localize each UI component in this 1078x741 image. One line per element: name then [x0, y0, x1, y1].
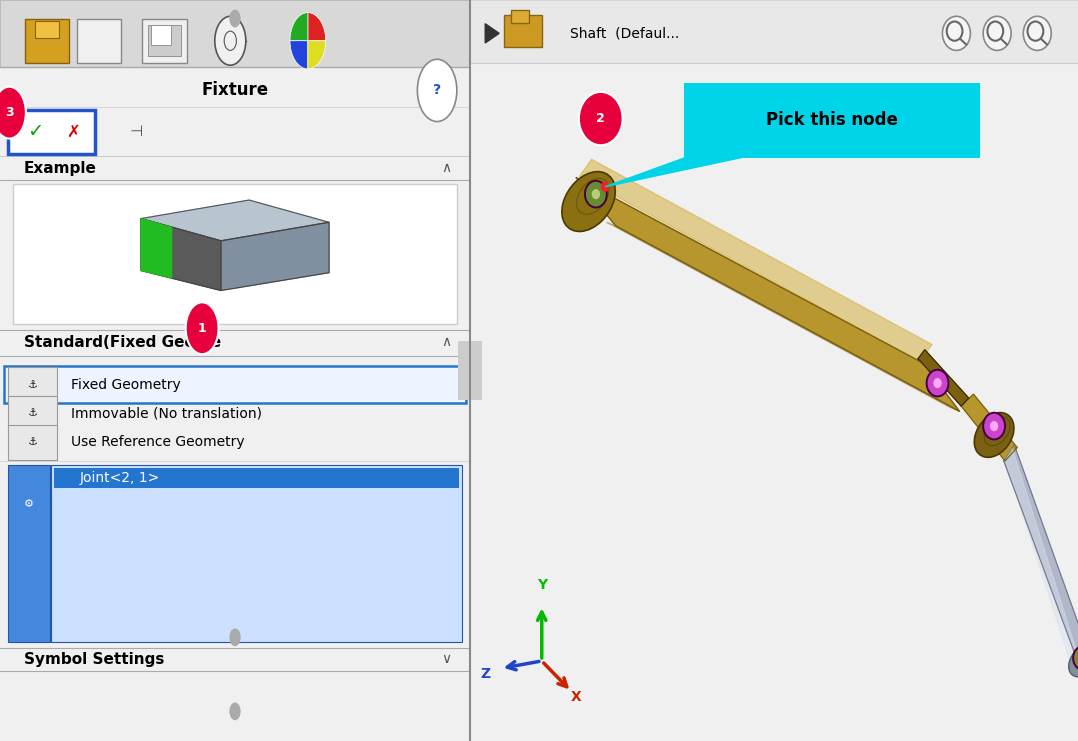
Circle shape — [1023, 16, 1051, 50]
FancyBboxPatch shape — [54, 468, 459, 488]
Text: Pick this node: Pick this node — [765, 111, 898, 130]
Text: ⚓: ⚓ — [28, 437, 38, 448]
Wedge shape — [290, 13, 308, 41]
Text: ∧: ∧ — [442, 162, 452, 175]
Circle shape — [185, 302, 219, 354]
FancyBboxPatch shape — [34, 21, 59, 38]
Circle shape — [983, 413, 1005, 439]
Circle shape — [1073, 646, 1078, 670]
Text: Fixed Geometry: Fixed Geometry — [70, 378, 180, 391]
FancyBboxPatch shape — [151, 25, 170, 45]
Circle shape — [600, 182, 609, 192]
FancyBboxPatch shape — [685, 83, 980, 158]
Text: Immovable (No translation): Immovable (No translation) — [70, 407, 262, 420]
Text: ?: ? — [433, 84, 441, 97]
FancyBboxPatch shape — [25, 19, 69, 63]
Circle shape — [927, 370, 949, 396]
Circle shape — [990, 421, 998, 431]
Circle shape — [585, 181, 607, 207]
FancyBboxPatch shape — [9, 110, 95, 154]
Text: 1: 1 — [197, 322, 207, 335]
Text: Example: Example — [24, 161, 96, 176]
Circle shape — [983, 16, 1011, 50]
FancyBboxPatch shape — [9, 465, 51, 642]
FancyBboxPatch shape — [13, 184, 457, 324]
FancyBboxPatch shape — [505, 15, 542, 47]
Text: ∨: ∨ — [442, 653, 452, 666]
Circle shape — [215, 16, 246, 65]
Circle shape — [417, 59, 457, 122]
Text: ⚓: ⚓ — [28, 379, 38, 390]
FancyBboxPatch shape — [142, 19, 186, 63]
Text: Symbol Settings: Symbol Settings — [24, 652, 164, 667]
Polygon shape — [141, 219, 171, 278]
Circle shape — [230, 10, 240, 27]
FancyBboxPatch shape — [3, 366, 467, 403]
Text: Y: Y — [537, 578, 547, 591]
Text: ⚓: ⚓ — [28, 408, 38, 419]
Circle shape — [592, 189, 600, 199]
FancyBboxPatch shape — [9, 396, 57, 431]
Polygon shape — [918, 350, 968, 406]
FancyBboxPatch shape — [9, 425, 57, 460]
Polygon shape — [221, 222, 329, 290]
Text: 3: 3 — [5, 106, 14, 119]
Polygon shape — [485, 24, 499, 43]
Text: ⊣: ⊣ — [129, 124, 143, 139]
Text: Fixture: Fixture — [202, 82, 268, 99]
Text: Use Reference Geometry: Use Reference Geometry — [70, 436, 244, 449]
Ellipse shape — [1068, 645, 1078, 677]
Text: ∧: ∧ — [442, 336, 452, 349]
FancyBboxPatch shape — [148, 25, 181, 56]
Circle shape — [942, 16, 970, 50]
Polygon shape — [1005, 448, 1078, 667]
Text: ✗: ✗ — [66, 123, 80, 141]
Polygon shape — [141, 200, 329, 241]
Circle shape — [0, 87, 26, 139]
Wedge shape — [290, 41, 308, 69]
Polygon shape — [577, 178, 959, 411]
Polygon shape — [607, 222, 959, 411]
FancyBboxPatch shape — [77, 19, 121, 63]
FancyBboxPatch shape — [0, 0, 470, 67]
FancyBboxPatch shape — [9, 367, 57, 402]
FancyBboxPatch shape — [51, 465, 461, 642]
FancyBboxPatch shape — [470, 0, 1078, 63]
Polygon shape — [605, 152, 768, 187]
Text: Shaft  (Defaul...: Shaft (Defaul... — [570, 27, 679, 40]
Circle shape — [230, 628, 240, 646]
Ellipse shape — [562, 172, 616, 231]
Ellipse shape — [975, 413, 1014, 457]
FancyBboxPatch shape — [511, 10, 529, 23]
Polygon shape — [580, 159, 932, 362]
Wedge shape — [308, 13, 326, 41]
Text: 2: 2 — [596, 112, 605, 125]
Text: ✓: ✓ — [27, 122, 43, 142]
Circle shape — [579, 92, 623, 145]
Polygon shape — [141, 219, 221, 290]
Text: Standard(Fixed Geome: Standard(Fixed Geome — [24, 335, 221, 350]
Circle shape — [230, 702, 240, 720]
Polygon shape — [962, 394, 1018, 461]
FancyBboxPatch shape — [456, 335, 484, 406]
Text: ⚙: ⚙ — [24, 499, 34, 509]
Text: X: X — [570, 690, 581, 704]
Polygon shape — [1004, 445, 1078, 671]
Text: Z: Z — [481, 668, 490, 681]
Text: Joint<2, 1>: Joint<2, 1> — [80, 471, 161, 485]
Circle shape — [934, 378, 942, 388]
Wedge shape — [308, 41, 326, 69]
